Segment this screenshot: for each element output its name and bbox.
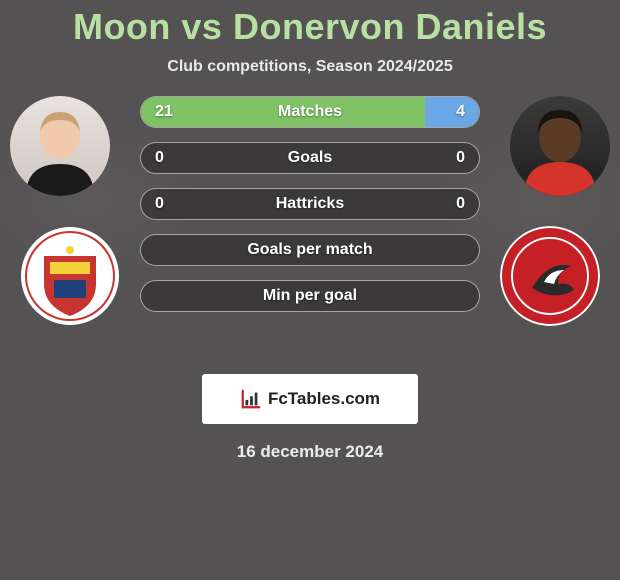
subtitle: Club competitions, Season 2024/2025 (0, 58, 620, 76)
player-right-avatar-svg (510, 96, 610, 196)
comparison-content: 21Matches40Goals00Hattricks0Goals per ma… (0, 96, 620, 356)
player-right-avatar (510, 96, 610, 196)
stat-label: Min per goal (181, 287, 439, 305)
stat-value-left: 0 (155, 195, 181, 213)
stat-row: Goals per match (140, 234, 480, 266)
stat-value-right: 0 (439, 195, 465, 213)
club-left-crest-svg (20, 226, 120, 326)
stat-label: Goals (181, 149, 439, 167)
chart-icon (240, 388, 262, 410)
stat-row: Min per goal (140, 280, 480, 312)
stat-row: 0Goals0 (140, 142, 480, 174)
club-right-crest (500, 226, 600, 326)
page-title: Moon vs Donervon Daniels (0, 0, 620, 48)
stat-bars: 21Matches40Goals00Hattricks0Goals per ma… (140, 96, 480, 312)
stat-value-right: 0 (439, 149, 465, 167)
stat-label: Hattricks (181, 195, 439, 213)
stat-label: Goals per match (181, 241, 439, 259)
club-right-crest-svg (500, 226, 600, 326)
stat-row: 0Hattricks0 (140, 188, 480, 220)
stat-value-right: 4 (439, 103, 465, 121)
stat-label: Matches (181, 103, 439, 121)
player-left-avatar (10, 96, 110, 196)
stat-value-left: 0 (155, 149, 181, 167)
stat-value-left: 21 (155, 103, 181, 121)
brand-badge: FcTables.com (202, 374, 418, 424)
club-left-crest (20, 226, 120, 326)
date-text: 16 december 2024 (0, 442, 620, 462)
stat-row: 21Matches4 (140, 96, 480, 128)
brand-text: FcTables.com (268, 389, 380, 409)
player-left-avatar-svg (10, 96, 110, 196)
